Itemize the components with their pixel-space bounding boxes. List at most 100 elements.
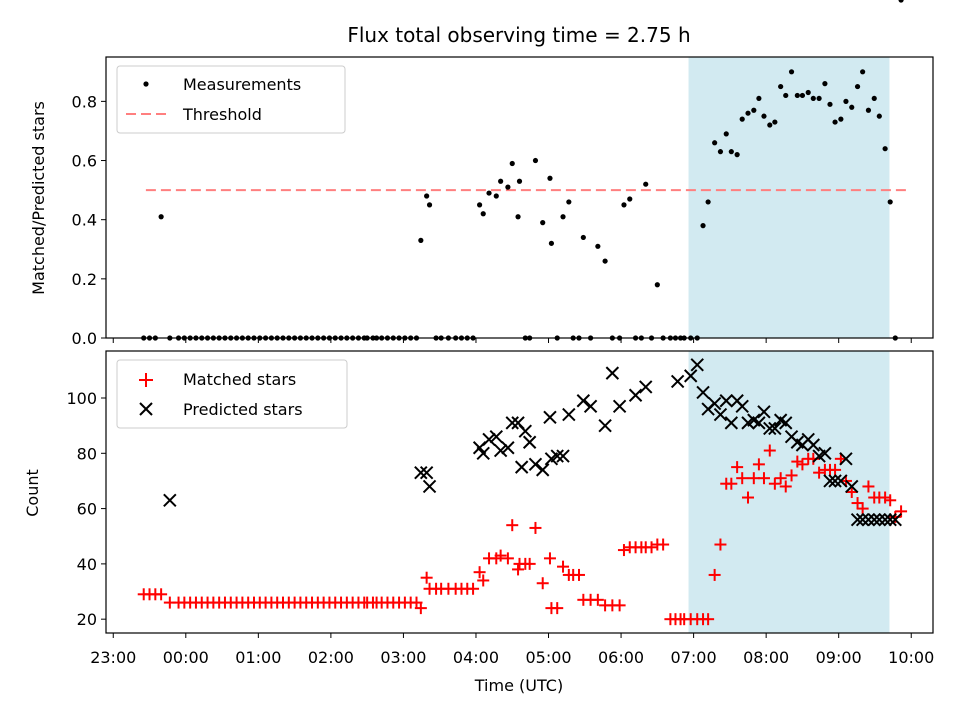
matched-star-point bbox=[551, 602, 564, 615]
measurement-point bbox=[540, 220, 546, 226]
predicted-star-stroke bbox=[823, 474, 837, 488]
predicted-star-stroke bbox=[839, 452, 853, 466]
measurement-point bbox=[723, 131, 729, 137]
bottom-y-tick-label: 80 bbox=[77, 444, 97, 463]
matched-star-point bbox=[791, 455, 804, 468]
predicted-star-stroke bbox=[763, 421, 777, 436]
predicted-star-point bbox=[834, 474, 848, 488]
predicted-star-point bbox=[752, 416, 766, 430]
measurement-point bbox=[418, 237, 424, 243]
predicted-star-stroke bbox=[752, 416, 766, 430]
predicted-star-point bbox=[779, 416, 793, 430]
x-tick-label: 00:00 bbox=[163, 648, 209, 667]
matched-star-point bbox=[591, 593, 604, 606]
predicted-star-point bbox=[690, 358, 704, 372]
predicted-star-stroke bbox=[670, 374, 685, 389]
measurement-point bbox=[515, 214, 521, 220]
top-y-tick-label: 0.4 bbox=[72, 211, 97, 230]
predicted-star-point bbox=[639, 380, 653, 394]
measurement-point bbox=[805, 89, 811, 96]
predicted-star-stroke bbox=[855, 512, 870, 527]
measurement-point bbox=[794, 92, 800, 99]
measurement-point bbox=[426, 202, 433, 208]
predicted-star-point bbox=[528, 457, 543, 472]
matched-star-point bbox=[796, 458, 809, 471]
matched-star-point bbox=[572, 568, 585, 581]
predicted-star-point bbox=[493, 443, 508, 458]
predicted-star-stroke bbox=[768, 421, 782, 436]
predicted-star-stroke bbox=[489, 429, 503, 444]
matched-star-point bbox=[851, 497, 864, 510]
measurement-point bbox=[509, 160, 515, 167]
predicted-star-point bbox=[543, 410, 557, 425]
predicted-star-stroke bbox=[690, 358, 704, 372]
predicted-star-point bbox=[489, 429, 503, 444]
measurement-point bbox=[783, 92, 789, 99]
measurement-point bbox=[827, 101, 833, 107]
predicted-star-stroke bbox=[773, 413, 788, 427]
legend-matched-label: Matched stars bbox=[183, 370, 296, 389]
predicted-star-stroke bbox=[779, 416, 793, 430]
predicted-star-point bbox=[823, 474, 837, 488]
legend-measurements-label: Measurements bbox=[183, 75, 301, 94]
bottom-y-tick-label: 20 bbox=[77, 610, 97, 629]
matched-star-point bbox=[747, 472, 760, 485]
measurement-point bbox=[643, 181, 649, 187]
top-y-tick-label: 0.8 bbox=[72, 92, 97, 111]
predicted-star-point bbox=[839, 452, 853, 466]
measurement-point bbox=[493, 193, 499, 199]
matched-star-point bbox=[731, 461, 744, 474]
matched-star-point bbox=[523, 557, 536, 570]
predicted-star-stroke bbox=[818, 446, 832, 461]
bottom-y-tick-label: 100 bbox=[66, 389, 97, 408]
predicted-star-stroke bbox=[861, 512, 876, 527]
predicted-star-point bbox=[768, 421, 782, 436]
predicted-star-stroke bbox=[747, 413, 761, 427]
predicted-star-point bbox=[628, 388, 643, 402]
predicted-star-stroke bbox=[419, 465, 434, 480]
predicted-star-point bbox=[612, 399, 627, 414]
bottom-legend: Matched stars Predicted stars bbox=[116, 359, 348, 429]
predicted-star-stroke bbox=[867, 512, 881, 527]
matched-star-point bbox=[714, 538, 727, 551]
measurement-point bbox=[832, 119, 838, 125]
legend-threshold-label: Threshold bbox=[182, 105, 262, 124]
matched-star-point bbox=[512, 563, 525, 576]
predicted-star-point bbox=[482, 432, 496, 447]
measurement-point bbox=[838, 116, 844, 122]
predicted-star-stroke bbox=[576, 394, 591, 408]
matched-star-point bbox=[702, 613, 715, 626]
measurement-point bbox=[816, 95, 822, 102]
predicted-star-point bbox=[888, 512, 902, 527]
measurement-point bbox=[548, 240, 555, 246]
top-legend: Measurements Threshold bbox=[116, 65, 346, 134]
top-y-tick-label: 0.0 bbox=[72, 329, 97, 348]
predicted-star-stroke bbox=[556, 449, 570, 463]
measurement-point bbox=[621, 202, 627, 208]
chart-title: Flux total observing time = 2.75 h bbox=[347, 23, 690, 47]
predicted-star-stroke bbox=[543, 410, 557, 425]
legend-measurements-marker bbox=[143, 81, 149, 87]
measurement-point bbox=[887, 199, 893, 205]
x-tick-label: 03:00 bbox=[380, 648, 426, 667]
measurement-point bbox=[728, 149, 734, 155]
predicted-star-stroke bbox=[505, 416, 519, 430]
predicted-star-point bbox=[757, 405, 771, 419]
matched-star-point bbox=[779, 480, 792, 493]
measurement-point bbox=[532, 157, 539, 164]
predicted-star-stroke bbox=[888, 512, 902, 527]
predicted-star-stroke bbox=[422, 479, 437, 494]
x-tick-label: 08:00 bbox=[743, 648, 789, 667]
predicted-star-point bbox=[878, 512, 892, 527]
predicted-star-stroke bbox=[872, 512, 887, 527]
measurement-point bbox=[860, 69, 866, 75]
measurement-point bbox=[799, 92, 806, 99]
predicted-star-stroke bbox=[493, 443, 508, 458]
matched-star-point bbox=[494, 549, 507, 562]
predicted-star-point bbox=[707, 396, 722, 411]
top-y-axis: 0.0 0.2 0.4 0.6 0.8 bbox=[72, 92, 106, 348]
bottom-x-axis: 23:00 00:00 01:00 02:00 03:00 04:00 05:00 06:00… bbox=[90, 633, 934, 667]
measurement-point bbox=[876, 113, 882, 119]
predicted-star-stroke bbox=[514, 460, 529, 474]
